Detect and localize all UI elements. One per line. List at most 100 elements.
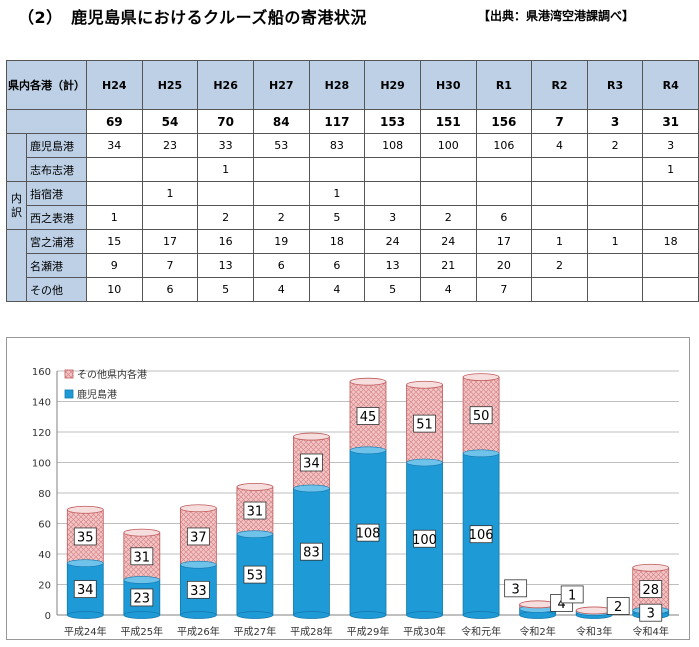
x-tick-label: 平成28年 xyxy=(290,625,333,638)
bar-base-ellipse xyxy=(66,611,104,619)
side-label-char: 内 xyxy=(10,191,22,205)
year-header-R2: R2 xyxy=(531,60,588,110)
port-name: 宮之浦港 xyxy=(25,229,87,254)
bar-mid-ellipse xyxy=(349,446,387,455)
cell xyxy=(586,157,644,182)
cell: 106 xyxy=(475,133,533,158)
y-tick-label: 120 xyxy=(32,428,51,439)
cell: 1 xyxy=(197,157,254,182)
port-name: 名瀬港 xyxy=(25,253,87,278)
data-label-other: 31 xyxy=(247,505,264,520)
x-tick-label: 令和4年 xyxy=(633,625,669,638)
cell xyxy=(308,157,366,182)
cell: 16 xyxy=(197,229,254,254)
cell xyxy=(252,157,310,182)
data-label-kagoshima: 4 xyxy=(557,597,565,612)
cell xyxy=(531,277,588,302)
year-header-H25: H25 xyxy=(141,60,199,110)
port-name: 志布志港 xyxy=(25,157,87,182)
data-label-kagoshima-box xyxy=(130,588,154,607)
cell: 1 xyxy=(308,181,366,206)
data-label-kagoshima: 23 xyxy=(134,591,151,606)
table-corner-label: 県内各港（計） xyxy=(6,60,87,110)
cell: 2 xyxy=(252,205,310,230)
cell: 6 xyxy=(252,253,310,278)
cell: 1 xyxy=(586,229,644,254)
data-label-other-box xyxy=(300,453,323,472)
bar-base-ellipse xyxy=(293,611,330,619)
cell: 13 xyxy=(197,253,254,278)
year-header-R3: R3 xyxy=(586,60,644,110)
bar-top-ellipse xyxy=(406,380,443,389)
cell: 1 xyxy=(141,181,199,206)
data-label-kagoshima-box xyxy=(300,542,323,561)
bar-base-ellipse xyxy=(179,611,217,619)
year-header-H27: H27 xyxy=(252,60,310,110)
cell: 83 xyxy=(308,133,366,158)
data-label-kagoshima: 100 xyxy=(412,533,437,548)
side-label-bottom xyxy=(6,229,27,302)
total-cell: 3 xyxy=(586,109,644,134)
cell: 6 xyxy=(475,205,533,230)
data-label-other-box xyxy=(639,580,663,598)
data-label-kagoshima: 2 xyxy=(614,600,622,615)
cell xyxy=(586,181,644,206)
table-row: その他 10 6 5 4 4 5 4 7 xyxy=(7,277,699,302)
cell xyxy=(419,181,477,206)
total-cell: 151 xyxy=(419,109,477,134)
cell: 3 xyxy=(642,133,699,158)
data-label-kagoshima-box xyxy=(243,565,267,584)
legend-swatch xyxy=(64,389,74,399)
cell: 5 xyxy=(197,277,254,302)
bar-base-ellipse xyxy=(349,611,387,619)
year-header-H24: H24 xyxy=(85,60,143,110)
data-label-kagoshima-box xyxy=(186,580,210,599)
data-label-kagoshima-box xyxy=(606,597,630,615)
side-label-top xyxy=(6,133,27,182)
port-call-table: 県内各港（計） H24 H25 H26 H27 H28 H29 H30 R1 R2 R3 R4 69 54… xyxy=(6,60,699,302)
bar-top-ellipse xyxy=(462,373,500,381)
cell xyxy=(642,277,699,302)
cell: 9 xyxy=(85,253,143,278)
cell: 21 xyxy=(419,253,477,278)
cell: 4 xyxy=(308,277,366,302)
x-tick-label: 平成26年 xyxy=(177,625,220,638)
year-header-H26: H26 xyxy=(197,60,254,110)
y-tick-label: 20 xyxy=(38,581,51,592)
side-label-char: 訳 xyxy=(10,205,22,219)
y-tick-label: 140 xyxy=(32,398,51,409)
cell: 6 xyxy=(308,253,366,278)
data-label-other-box xyxy=(356,407,380,425)
bar-top-ellipse xyxy=(519,600,557,609)
bar-top-ellipse xyxy=(632,563,670,572)
cell: 2 xyxy=(586,133,644,158)
x-tick-label: 令和3年 xyxy=(576,625,612,638)
cell: 19 xyxy=(252,229,310,254)
cell: 100 xyxy=(419,133,477,158)
cell: 2 xyxy=(531,253,588,278)
cell: 33 xyxy=(197,133,254,158)
total-label-cell xyxy=(6,109,87,134)
data-label-other: 31 xyxy=(134,550,151,565)
table-total-row: 69 54 70 84 117 153 151 156 7 3 31 xyxy=(6,109,699,134)
bar-mid-ellipse xyxy=(293,484,330,493)
cell xyxy=(586,277,644,302)
x-tick-label: 平成25年 xyxy=(120,625,163,638)
data-label-other-box xyxy=(413,414,436,433)
year-header-H28: H28 xyxy=(308,60,366,110)
cell: 1 xyxy=(642,157,699,182)
y-tick-label: 0 xyxy=(45,611,51,622)
x-tick-label: 令和2年 xyxy=(519,625,555,638)
total-cell: 84 xyxy=(252,109,310,134)
total-cell: 117 xyxy=(308,109,366,134)
bar-base-ellipse xyxy=(462,611,500,619)
year-header-H30: H30 xyxy=(419,60,477,110)
y-tick-label: 80 xyxy=(38,489,51,500)
data-label-other-box xyxy=(73,527,97,546)
cell: 3 xyxy=(364,205,421,230)
cell: 34 xyxy=(85,133,143,158)
data-label-kagoshima-box xyxy=(73,580,97,598)
data-label-kagoshima: 106 xyxy=(469,528,494,543)
bar-base-ellipse xyxy=(236,611,274,619)
x-tick-label: 令和元年 xyxy=(461,625,501,638)
